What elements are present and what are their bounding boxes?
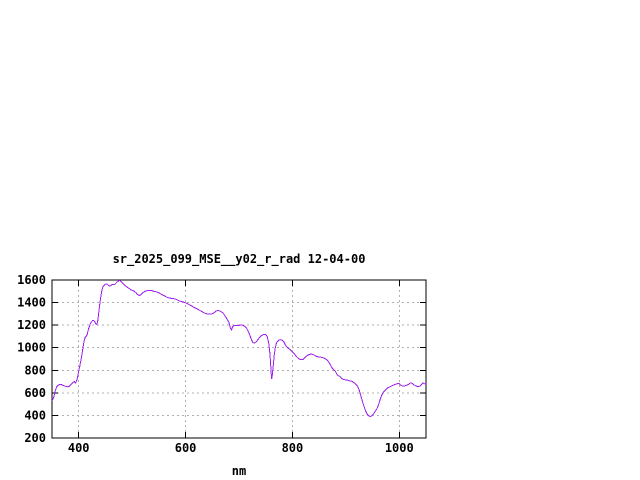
plot-frame xyxy=(51,279,427,439)
x-axis-label: nm xyxy=(232,464,246,478)
x-tick-label: 800 xyxy=(282,441,304,455)
y-tick-label: 1000 xyxy=(17,341,46,355)
y-tick-label: 200 xyxy=(24,431,46,445)
x-tick-labels: 400 600 800 1000 xyxy=(68,441,414,455)
y-tick-label: 1200 xyxy=(17,318,46,332)
x-tick-label: 400 xyxy=(68,441,90,455)
y-tick-label: 400 xyxy=(24,408,46,422)
y-tick-labels: 200 400 600 800 1000 1200 1400 1600 xyxy=(17,273,46,445)
chart-title: sr_2025_099_MSE__y02_r_rad 12-04-00 xyxy=(113,252,366,267)
y-tick-label: 1400 xyxy=(17,296,46,310)
axis-ticks xyxy=(52,279,426,439)
spectrum-curve xyxy=(51,279,427,418)
x-tick-label: 1000 xyxy=(385,441,414,455)
x-tick-label: 600 xyxy=(175,441,197,455)
gridlines xyxy=(52,280,426,438)
y-tick-label: 800 xyxy=(24,363,46,377)
y-tick-label: 1600 xyxy=(17,273,46,287)
y-tick-label: 600 xyxy=(24,386,46,400)
